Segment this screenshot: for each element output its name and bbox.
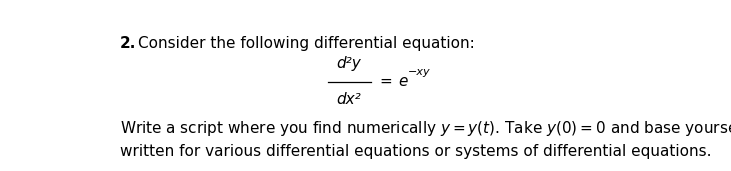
- Text: −xy: −xy: [407, 67, 430, 77]
- Text: written for various differential equations or systems of differential equations.: written for various differential equatio…: [120, 144, 711, 159]
- Text: d²y: d²y: [337, 56, 362, 71]
- Text: e: e: [398, 74, 408, 89]
- Text: dx²: dx²: [337, 92, 362, 107]
- Text: 2.: 2.: [120, 36, 136, 51]
- Text: =: =: [379, 74, 392, 89]
- Text: Consider the following differential equation:: Consider the following differential equa…: [138, 36, 475, 51]
- Text: Write a script where you find numerically $y = y(t)$. Take $y(0) = 0$ and base y: Write a script where you find numericall…: [120, 119, 731, 138]
